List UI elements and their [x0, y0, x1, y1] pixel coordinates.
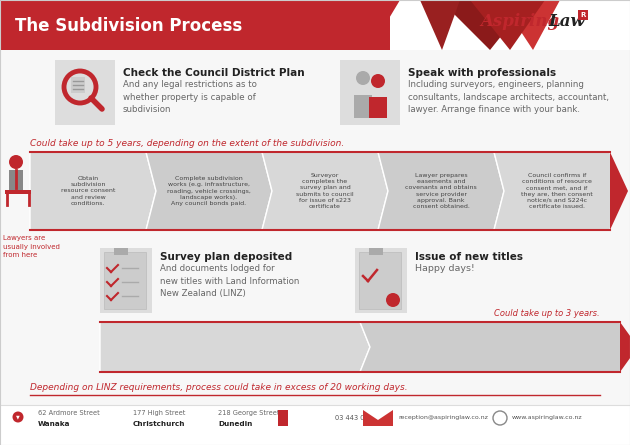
Polygon shape: [420, 0, 460, 50]
Polygon shape: [470, 0, 545, 50]
Polygon shape: [100, 322, 370, 372]
Text: Lawyer prepares
easements and
covenants and obtains
service provider
approval. B: Lawyer prepares easements and covenants …: [405, 173, 477, 209]
Bar: [104, 252, 146, 309]
Polygon shape: [500, 0, 560, 50]
Circle shape: [9, 155, 23, 169]
Bar: [0, 0, 630, 50]
Polygon shape: [440, 0, 530, 50]
Polygon shape: [620, 322, 630, 372]
Bar: [359, 252, 401, 309]
Polygon shape: [300, 0, 400, 50]
Text: 03 443 0900: 03 443 0900: [335, 415, 377, 421]
Bar: [30, 152, 610, 230]
Polygon shape: [262, 152, 388, 230]
Bar: [55, 60, 115, 125]
Text: Check the Council District Plan: Check the Council District Plan: [123, 68, 305, 78]
Bar: [278, 410, 288, 426]
Text: Depending on LINZ requirements, process could take in excess of 20 working days.: Depending on LINZ requirements, process …: [30, 384, 408, 392]
Bar: [355, 248, 407, 313]
Text: Survey plan deposited: Survey plan deposited: [160, 252, 292, 262]
Text: Council confirms if
conditions of resource
consent met, and if
they are, then co: Council confirms if conditions of resour…: [521, 173, 593, 209]
Bar: [578, 10, 588, 20]
Text: ▼: ▼: [16, 414, 20, 420]
Text: Dunedin: Dunedin: [218, 421, 253, 427]
Text: Could take up to 3 years.: Could take up to 3 years.: [495, 309, 600, 318]
Text: 177 High Street: 177 High Street: [133, 410, 185, 416]
Circle shape: [386, 293, 400, 307]
Circle shape: [356, 71, 370, 85]
Bar: [0, 405, 630, 445]
Text: Happy days!: Happy days!: [415, 264, 475, 273]
Polygon shape: [378, 152, 504, 230]
Text: R: R: [580, 12, 586, 18]
Text: And documents lodged for
new titles with Land Information
New Zealand (LINZ): And documents lodged for new titles with…: [160, 264, 299, 298]
Text: The Subdivision Process: The Subdivision Process: [15, 17, 243, 35]
Polygon shape: [146, 152, 272, 230]
Polygon shape: [30, 152, 156, 230]
Text: Complete subdivision
works (e.g. infrastructure,
roading, vehicle crossings,
lan: Complete subdivision works (e.g. infrast…: [167, 176, 251, 206]
Polygon shape: [369, 97, 387, 118]
Bar: [71, 77, 85, 93]
Text: Aspiring: Aspiring: [480, 13, 559, 31]
Text: www.aspiringlaw.co.nz: www.aspiringlaw.co.nz: [512, 416, 583, 421]
Polygon shape: [494, 152, 620, 230]
Text: Speak with professionals: Speak with professionals: [408, 68, 556, 78]
Bar: [369, 248, 383, 255]
Bar: [100, 248, 152, 313]
Bar: [5, 190, 31, 194]
Text: Law: Law: [548, 13, 585, 31]
Text: reception@aspiringlaw.co.nz: reception@aspiringlaw.co.nz: [398, 416, 488, 421]
Text: Christchurch: Christchurch: [133, 421, 185, 427]
Circle shape: [13, 412, 23, 422]
Bar: [390, 0, 630, 50]
Text: Surveyor
completes the
survey plan and
submits to council
for issue of s223
cert: Surveyor completes the survey plan and s…: [296, 173, 354, 209]
Text: 218 George Street: 218 George Street: [218, 410, 280, 416]
Polygon shape: [360, 322, 630, 372]
Bar: [340, 60, 400, 125]
Bar: [9, 170, 23, 190]
Bar: [100, 322, 620, 372]
Bar: [114, 248, 128, 255]
Text: Including surveyors, engineers, planning
consultants, landscape architects, acco: Including surveyors, engineers, planning…: [408, 80, 609, 114]
Text: Lawyers are
usually involved
from here: Lawyers are usually involved from here: [3, 235, 60, 258]
Text: Obtain
subdivision
resource consent
and review
conditions.: Obtain subdivision resource consent and …: [61, 176, 115, 206]
Text: Wanaka: Wanaka: [38, 421, 71, 427]
Polygon shape: [610, 152, 628, 230]
Polygon shape: [354, 95, 372, 118]
Text: And any legal restrictions as to
whether property is capable of
subdivision: And any legal restrictions as to whether…: [123, 80, 257, 114]
Polygon shape: [363, 410, 393, 426]
Circle shape: [371, 74, 385, 88]
Text: Could take up to 5 years, depending on the extent of the subdivision.: Could take up to 5 years, depending on t…: [30, 138, 344, 147]
Text: Issue of new titles: Issue of new titles: [415, 252, 523, 262]
Polygon shape: [363, 410, 393, 420]
Text: 62 Ardmore Street: 62 Ardmore Street: [38, 410, 100, 416]
